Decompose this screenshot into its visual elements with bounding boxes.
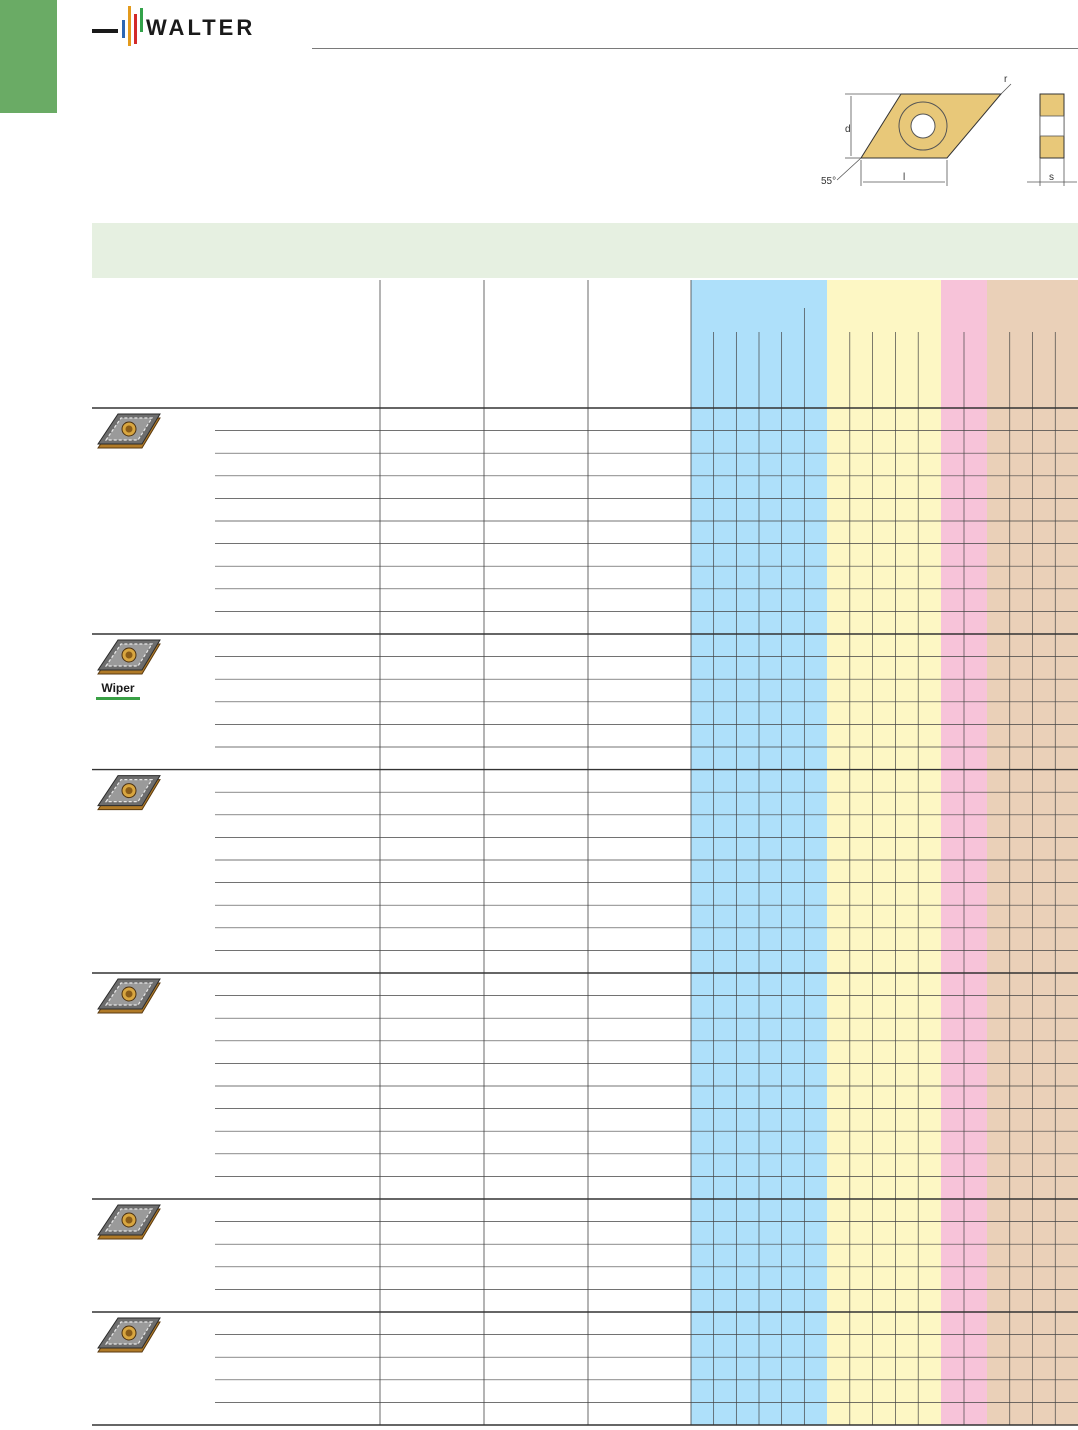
header-rule	[312, 48, 1078, 49]
insert-technical-drawing: d l 55° r s	[815, 72, 1078, 192]
insert-diamond-icon	[97, 775, 161, 811]
insert-diamond-icon	[97, 413, 161, 449]
insert-diamond-icon	[97, 639, 161, 675]
dim-r-label: r	[1004, 74, 1008, 85]
dim-l-label: l	[903, 172, 905, 183]
walter-logo: WALTER	[92, 2, 292, 48]
angle-label: 55°	[821, 176, 836, 187]
dim-s-label: s	[1049, 172, 1054, 183]
wiper-badge: Wiper	[96, 682, 140, 700]
section-tab	[0, 0, 57, 113]
material-group-M	[827, 280, 941, 1425]
dim-d-label: d	[845, 124, 851, 135]
insert-diamond-icon	[97, 1204, 161, 1240]
logo-wordmark: WALTER	[146, 15, 255, 40]
insert-diamond-icon	[97, 1317, 161, 1353]
insert-diamond-icon	[97, 978, 161, 1014]
title-band	[92, 223, 1078, 278]
